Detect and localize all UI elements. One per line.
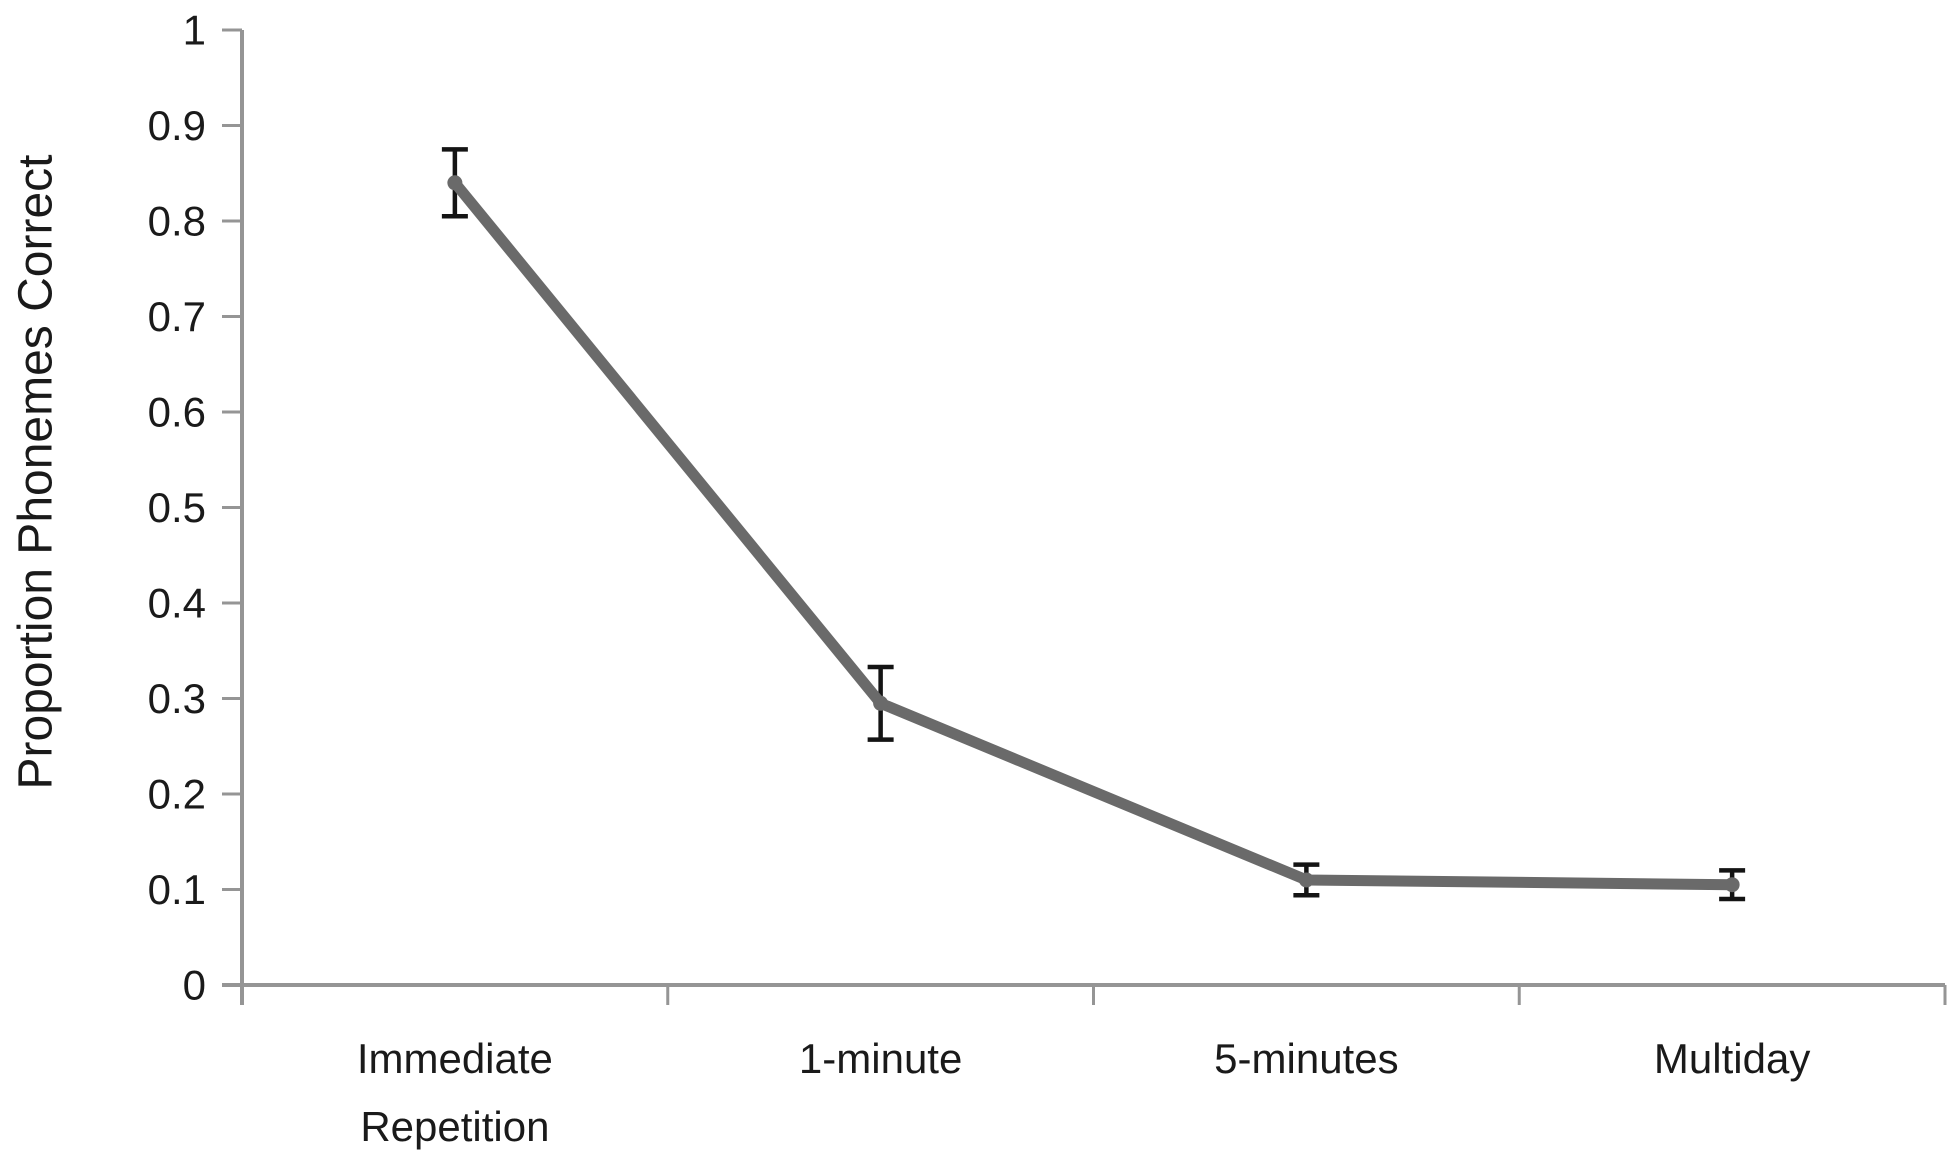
data-line	[449, 177, 1738, 891]
data-point-marker	[447, 175, 463, 191]
y-tick-label: 1	[183, 7, 206, 54]
x-category-label: 5-minutes	[1214, 1035, 1398, 1082]
y-tick-label: 0.3	[148, 675, 206, 722]
x-category-label: Repetition	[360, 1103, 549, 1150]
y-tick-label: 0.4	[148, 580, 206, 627]
data-point-marker	[873, 695, 889, 711]
x-category-label: 1-minute	[799, 1035, 962, 1082]
x-category-label: Multiday	[1654, 1035, 1810, 1082]
y-tick-label: 0.9	[148, 102, 206, 149]
y-tick-label: 0.7	[148, 293, 206, 340]
x-category-label: Immediate	[357, 1035, 553, 1082]
y-tick-label: 0.5	[148, 484, 206, 531]
y-tick-label: 0.8	[148, 198, 206, 245]
data-point-marker	[1724, 877, 1740, 893]
y-tick-label: 0	[183, 962, 206, 1009]
y-tick-label: 0.6	[148, 389, 206, 436]
y-axis-title: Proportion Phonemes Correct	[9, 154, 63, 790]
y-tick-label: 0.1	[148, 866, 206, 913]
y-tick-label: 0.2	[148, 771, 206, 818]
data-point-marker	[1298, 872, 1314, 888]
